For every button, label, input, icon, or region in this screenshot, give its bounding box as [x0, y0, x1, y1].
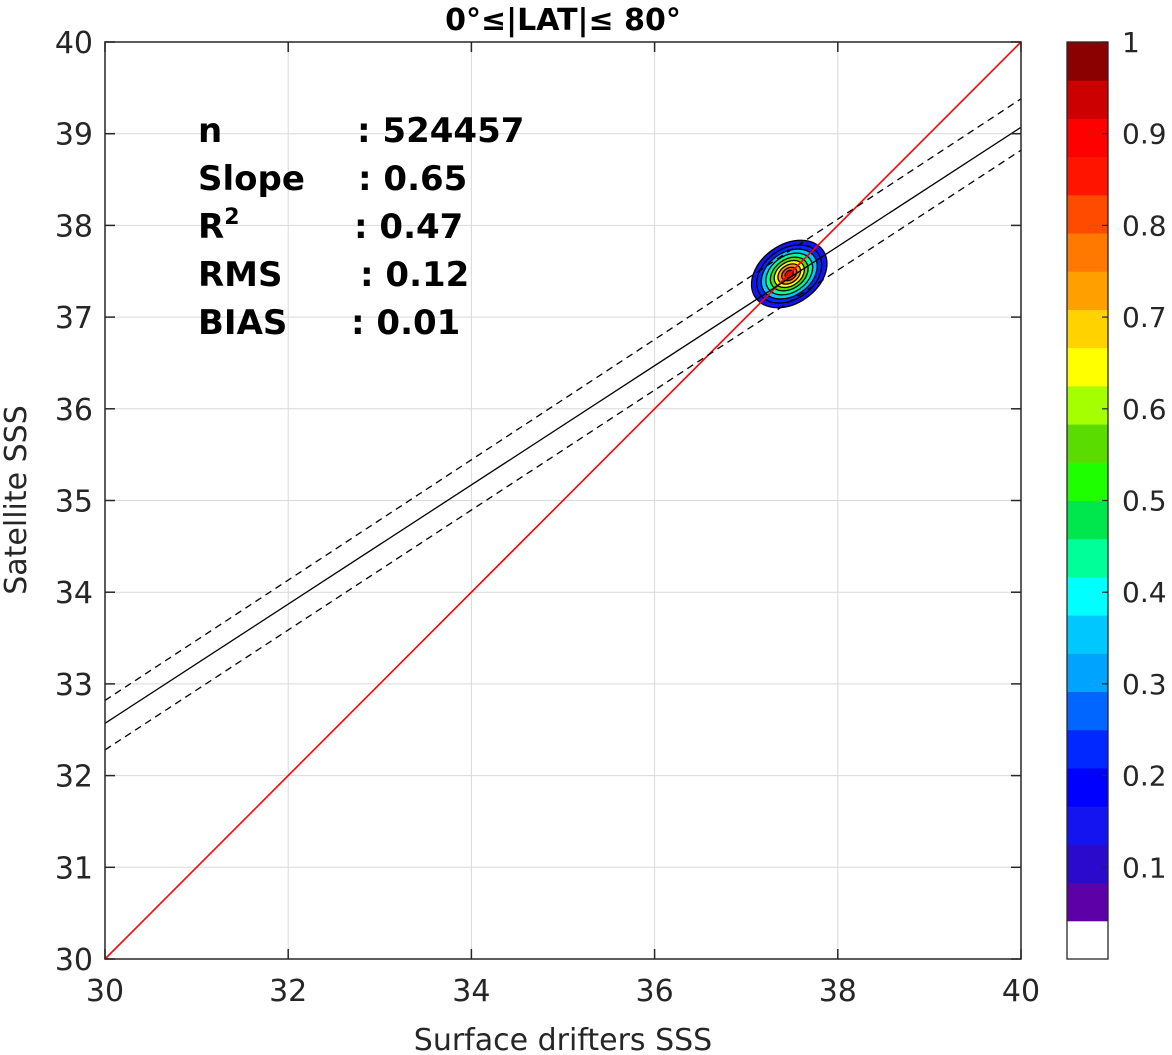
colorbar-tick-label: 0.8	[1122, 209, 1167, 242]
chart-title: 0°≤|LAT|≤ 80°	[445, 3, 681, 38]
y-axis-title: Satellite SSS	[0, 405, 34, 595]
x-tick-label: 36	[636, 974, 674, 1009]
x-tick-label: 38	[819, 974, 857, 1009]
colorbar-tick-label: 0.9	[1122, 118, 1167, 151]
colorbar: 0.1 0.2 0.3 0.4 0.5 0.6 0.7 0.8 0.9 1	[1066, 26, 1167, 960]
y-tick-label: 38	[55, 209, 93, 244]
colorbar-swatch	[1067, 576, 1108, 616]
colorbar-swatch	[1067, 844, 1108, 884]
colorbar-swatch	[1067, 462, 1108, 501]
colorbar-swatch	[1067, 538, 1108, 578]
y-tick-label: 31	[55, 851, 93, 886]
colorbar-swatch	[1067, 882, 1108, 922]
x-axis-title: Surface drifters SSS	[414, 1023, 712, 1055]
colorbar-swatch	[1067, 691, 1108, 731]
colorbar-tick-label: 0.5	[1122, 485, 1167, 518]
stat-value: : 0.01	[351, 303, 460, 343]
colorbar-tick-label: 0.1	[1122, 851, 1167, 884]
stat-label: BIAS	[198, 303, 287, 343]
stats-box: n : 524457 Slope : 0.65 R2 : 0.47 RMS : 0.12 BIA…	[198, 111, 524, 343]
y-tick-label: 34	[55, 576, 93, 611]
colorbar-swatch	[1067, 806, 1108, 845]
stat-label: n	[198, 111, 222, 151]
identity-line	[104, 41, 1022, 960]
colorbar-swatch	[1067, 271, 1108, 310]
stat-value: : 0.12	[360, 255, 469, 295]
colorbar-tick-label: 0.3	[1122, 668, 1167, 701]
fit-lower-line	[104, 149, 1022, 751]
y-tick-label: 37	[55, 301, 93, 336]
colorbar-swatch	[1067, 767, 1108, 807]
x-tick-label: 30	[86, 974, 124, 1009]
colorbar-tick-label: 0.7	[1122, 301, 1167, 334]
colorbar-swatch	[1067, 194, 1108, 234]
colorbar-tick-label: 0.4	[1122, 576, 1167, 609]
colorbar-swatch	[1067, 424, 1108, 463]
colorbar-swatch	[1067, 42, 1108, 81]
y-tick-label: 39	[55, 118, 93, 153]
colorbar-tick-label: 1	[1122, 26, 1140, 59]
colorbar-swatch	[1067, 156, 1108, 196]
colorbar-tick-label: 0.6	[1122, 393, 1167, 426]
colorbar-swatch	[1067, 118, 1108, 158]
stat-value: : 0.65	[358, 159, 467, 199]
y-tick-label: 33	[55, 668, 93, 703]
y-tick-label: 40	[55, 26, 93, 61]
colorbar-swatch	[1067, 500, 1108, 540]
y-tick-label: 36	[55, 393, 93, 428]
x-tick-label: 40	[1002, 974, 1040, 1009]
colorbar-swatch	[1067, 309, 1108, 349]
stat-value: : 0.47	[354, 207, 463, 247]
stat-label: R2	[198, 205, 240, 247]
x-tick-label: 32	[269, 974, 307, 1009]
colorbar-swatch	[1067, 80, 1108, 119]
axis-ticks: 30 32 34 36 38 40 30 31 32 33 34 35 36 37 38 39 40	[55, 26, 1040, 1009]
colorbar-tick-label: 0.2	[1122, 760, 1167, 793]
colorbar-swatch	[1067, 385, 1108, 425]
fit-line	[104, 126, 1022, 724]
colorbar-swatch	[1067, 729, 1108, 769]
stat-label: Slope	[198, 159, 305, 199]
colorbar-swatch	[1067, 233, 1108, 272]
stat-value: : 524457	[357, 111, 524, 151]
colorbar-swatch	[1067, 653, 1108, 693]
x-tick-label: 34	[452, 974, 490, 1009]
colorbar-swatch	[1067, 347, 1108, 387]
colorbar-swatch	[1067, 615, 1108, 654]
regression-lines	[104, 41, 1022, 960]
stat-label: RMS	[198, 255, 283, 295]
fit-upper-line	[104, 98, 1022, 701]
y-tick-label: 30	[55, 943, 93, 978]
y-tick-label: 32	[55, 760, 93, 795]
y-tick-label: 35	[55, 485, 93, 520]
colorbar-swatch	[1067, 920, 1108, 960]
